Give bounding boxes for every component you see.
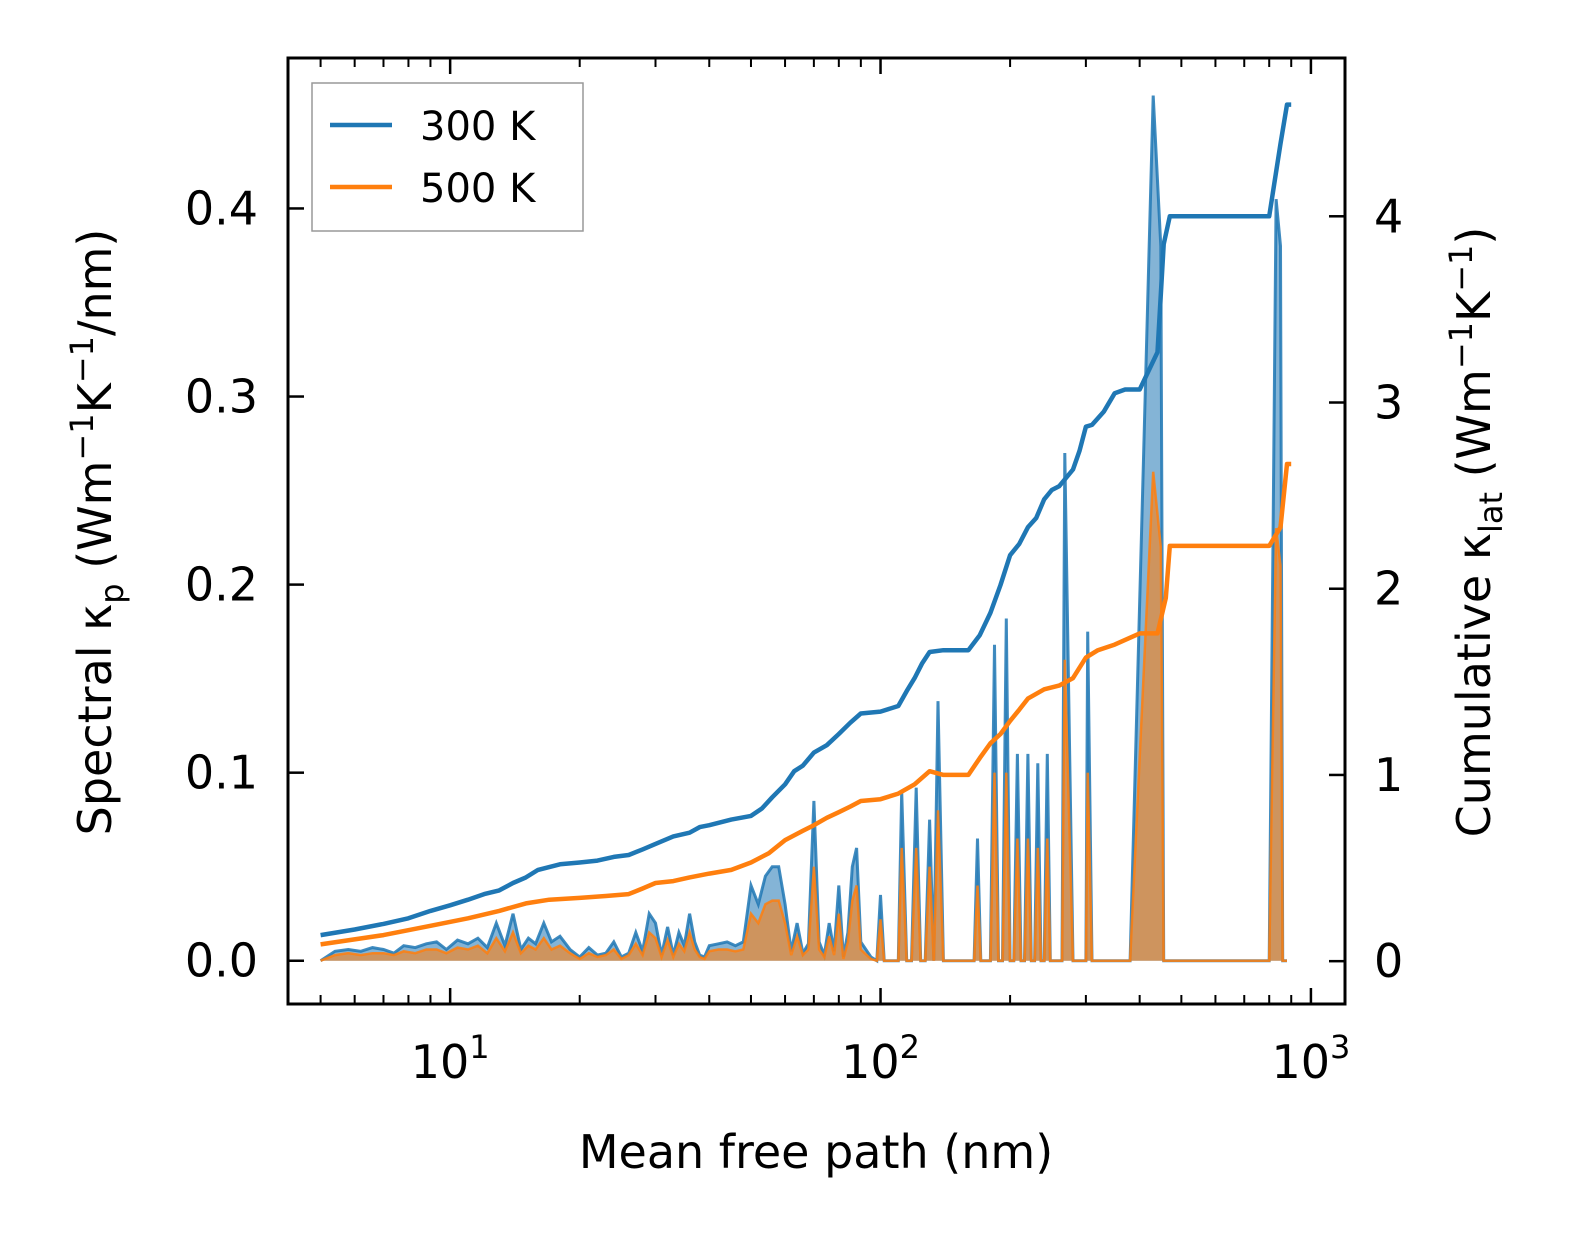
plot-frame bbox=[286, 56, 1347, 1006]
right-y-axis-title: Cumulative κlat (Wm−1K−1) bbox=[1442, 227, 1510, 838]
right-ylabel-tail: ) bbox=[1447, 227, 1501, 245]
y-right-tick-label: 0 bbox=[1374, 934, 1403, 988]
spectral-line-300k bbox=[319, 95, 1287, 964]
x-tick-base: 10 bbox=[1271, 1035, 1330, 1089]
cumulative-line-500k bbox=[320, 461, 1292, 947]
y-right-tick-label: 2 bbox=[1374, 562, 1403, 616]
x-tick-exp: 3 bbox=[1330, 1028, 1350, 1066]
legend-label-500k: 500 K bbox=[420, 166, 537, 212]
y-right-tick-label: 1 bbox=[1374, 748, 1403, 802]
y-right-tick-label: 3 bbox=[1374, 376, 1403, 430]
y-right-tick-label: 4 bbox=[1374, 189, 1403, 243]
left-ylabel-main: Spectral κ bbox=[68, 604, 122, 836]
y-left-tick-label: 0.2 bbox=[185, 558, 258, 612]
y-left-tick-label: 0.3 bbox=[185, 370, 258, 424]
spectral-line-500k bbox=[320, 471, 1287, 963]
legend-box bbox=[311, 82, 584, 232]
right-ylabel-exp1: −1 bbox=[1442, 322, 1480, 369]
spectral-layer bbox=[319, 95, 1288, 964]
cumulative-line-300k bbox=[320, 102, 1292, 938]
x-tick-label: 102 bbox=[841, 1028, 920, 1089]
legend: 300 K 500 K bbox=[311, 82, 584, 232]
left-y-axis-title: Spectral κp (Wm−1K−1/nm) bbox=[63, 229, 131, 836]
x-tick-base: 10 bbox=[841, 1035, 900, 1089]
right-ylabel-k: K bbox=[1447, 290, 1501, 322]
y-left-tick-label: 0.1 bbox=[185, 746, 258, 800]
x-tick-exp: 1 bbox=[469, 1028, 489, 1066]
x-tick-label: 103 bbox=[1271, 1028, 1350, 1089]
x-tick-label: 101 bbox=[411, 1028, 490, 1089]
left-ylabel-units: (Wm bbox=[68, 461, 122, 584]
x-axis-title: Mean free path (nm) bbox=[579, 1125, 1053, 1179]
x-tick-exp: 2 bbox=[900, 1028, 920, 1066]
x-tick-base: 10 bbox=[411, 1035, 470, 1089]
right-ylabel-units: (Wm bbox=[1447, 369, 1501, 492]
left-ylabel-k: K bbox=[68, 381, 122, 413]
y-left-tick-label: 0.0 bbox=[185, 934, 258, 988]
left-ylabel-sub: p bbox=[93, 583, 131, 603]
right-ylabel-exp2: −1 bbox=[1442, 245, 1480, 292]
cumulative-layer bbox=[320, 102, 1292, 947]
right-ylabel-sub: lat bbox=[1472, 492, 1510, 533]
legend-label-300k: 300 K bbox=[420, 104, 537, 150]
y-left-tick-label: 0.4 bbox=[185, 181, 258, 235]
left-ylabel-exp2: −1 bbox=[63, 336, 101, 383]
right-ylabel-main: Cumulative κ bbox=[1447, 533, 1501, 837]
left-ylabel-tail: /nm) bbox=[68, 229, 122, 336]
left-ylabel-exp1: −1 bbox=[63, 413, 101, 460]
